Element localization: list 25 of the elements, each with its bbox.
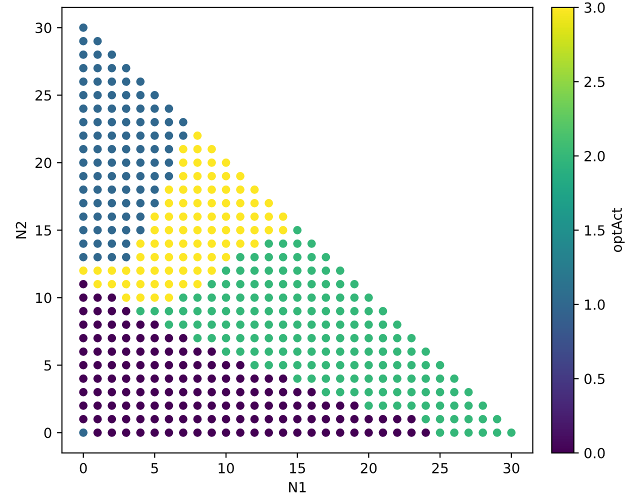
- color-bar-label: 2.5: [584, 76, 604, 88]
- y-tick-label: 10: [36, 292, 52, 304]
- y-axis-title: N2: [16, 222, 26, 238]
- x-tick-label: 20: [360, 462, 377, 474]
- point: [79, 23, 88, 32]
- color-bar-label: 0.0: [584, 448, 605, 458]
- x-tick-label: 25: [432, 462, 448, 474]
- y-tick-label: 20: [36, 158, 52, 168]
- y-tick-label: 0: [44, 428, 52, 438]
- color-bar-label: 3.0: [584, 2, 605, 13]
- color-bar-label: 1.0: [585, 299, 605, 310]
- color-bar-label: 0.5: [584, 374, 604, 384]
- color-bar-title: optAct: [612, 208, 625, 252]
- y-tick-label: 30: [36, 22, 52, 34]
- y-tick-label: 25: [36, 90, 51, 101]
- x-tick-label: 5: [151, 463, 158, 474]
- x-tick-label: 30: [504, 462, 520, 474]
- x-tick-label: 0: [80, 462, 87, 474]
- color-bar-label: 2.0: [584, 150, 605, 162]
- y-tick-label: 15: [36, 225, 51, 236]
- x-tick-label: 15: [290, 463, 305, 474]
- x-axis-title: N1: [289, 482, 306, 492]
- color-bar-label: 1.5: [585, 225, 604, 236]
- x-tick-label: 10: [218, 462, 234, 474]
- y-tick-label: 5: [44, 360, 51, 371]
